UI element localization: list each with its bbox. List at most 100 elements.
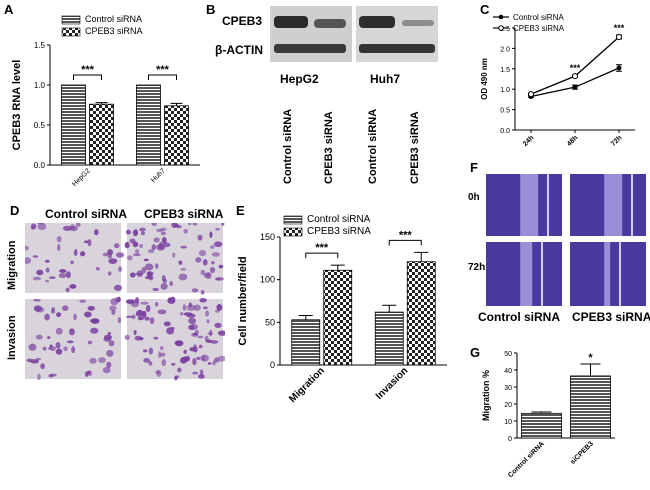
x-tick-label: 24h: [522, 134, 535, 147]
data-point: [572, 73, 578, 80]
stained-cell: [202, 306, 208, 310]
stained-cell: [154, 302, 159, 307]
stained-cell: [179, 312, 184, 316]
lane-label: Control siRNA: [282, 108, 294, 184]
legend-label: Control siRNA: [307, 214, 371, 225]
stained-cell: [214, 227, 221, 231]
panel-letter-e: E: [236, 203, 245, 218]
stained-cell: [80, 251, 86, 257]
y-tick-label: 0.0: [500, 128, 510, 135]
y-tick-label: 30: [504, 385, 512, 392]
stained-cell: [218, 264, 224, 269]
stained-cell: [118, 266, 123, 273]
stained-cell: [193, 304, 201, 311]
stained-cell: [36, 269, 44, 276]
y-tick-label: 50: [504, 351, 512, 358]
stained-cell: [69, 284, 77, 289]
transwell-row-label: Invasion: [6, 315, 18, 360]
stained-cell: [129, 238, 136, 244]
stained-cell: [114, 297, 121, 303]
y-tick-label: 2.5: [500, 26, 510, 33]
stained-cell: [84, 311, 92, 318]
blot-band: [359, 16, 395, 28]
stained-cell: [140, 301, 149, 305]
wound-column-label: CPEB3 siRNA: [572, 310, 650, 324]
stained-cell: [196, 356, 201, 360]
stained-cell: [180, 245, 188, 249]
legend-swatch: [283, 227, 303, 237]
significance-marker: *: [588, 352, 593, 364]
bar: [136, 84, 161, 166]
panel-letter-g: G: [470, 345, 481, 360]
panel-letter-b: B: [206, 2, 216, 17]
wound-row-label: 0h: [468, 192, 480, 203]
y-tick-label: 50: [265, 317, 275, 327]
stained-cell: [48, 374, 54, 378]
legend-swatch: [61, 27, 81, 37]
stained-cell: [183, 228, 188, 234]
blot-row-label-cpeb3: CPEB3: [222, 14, 263, 28]
stained-cell: [146, 271, 154, 276]
stained-cell: [87, 238, 92, 247]
stained-cell: [149, 317, 155, 325]
stained-cell: [37, 373, 41, 381]
stained-cell: [63, 346, 68, 352]
stained-cell: [42, 346, 47, 351]
stained-cell: [87, 340, 93, 345]
stained-cell: [94, 229, 99, 236]
stained-cell: [37, 223, 47, 231]
y-axis-label: OD 490 nm: [480, 58, 489, 100]
stained-cell: [186, 304, 196, 312]
data-point: [616, 33, 622, 40]
blot-band: [402, 20, 434, 26]
stained-cell: [207, 362, 212, 365]
stained-cell: [33, 298, 41, 302]
stained-cell: [182, 356, 190, 362]
data-point: [528, 91, 534, 98]
stained-cell: [157, 309, 167, 315]
stained-cell: [141, 266, 147, 274]
bar: [374, 311, 404, 366]
stained-cell: [30, 225, 36, 230]
stained-cell: [151, 223, 158, 227]
wound-gap: [604, 174, 623, 236]
significance-marker: ***: [315, 242, 329, 254]
legend-label: CPEB3 siRNA: [513, 24, 565, 33]
stained-cell: [160, 283, 168, 290]
stained-cell: [73, 313, 77, 321]
x-category-label: Invasion: [374, 365, 410, 401]
blot-band: [359, 44, 435, 53]
stained-cell: [35, 334, 43, 340]
stained-cell: [174, 375, 180, 379]
legend-label: Control siRNA: [85, 14, 142, 24]
y-tick-label: 0: [508, 436, 512, 443]
stained-cell: [160, 231, 166, 236]
x-category-label: Huh7: [150, 167, 167, 184]
stained-cell: [37, 223, 45, 225]
stained-cell: [174, 340, 184, 347]
stained-cell: [188, 317, 197, 325]
stained-cell: [25, 257, 32, 264]
wound-column-label: Control siRNA: [478, 310, 560, 324]
chart-g: 0 10 20 30 40 50 Migration % Control siRNA * siCP…: [481, 351, 615, 479]
stained-cell: [134, 249, 140, 254]
stained-cell: [103, 334, 112, 340]
stained-cell: [48, 276, 56, 280]
legend-label: Control siRNA: [513, 13, 564, 22]
blot-band: [274, 16, 308, 28]
stained-cell: [117, 317, 122, 324]
panel-letter-f: F: [470, 160, 478, 175]
stained-cell: [83, 240, 89, 244]
transwell-column-label: Control siRNA: [45, 207, 127, 221]
stained-cell: [130, 300, 140, 308]
bar: [323, 269, 353, 366]
stained-cell: [26, 358, 33, 363]
stained-cell: [192, 357, 197, 366]
blot-band: [274, 44, 346, 53]
stained-cell: [148, 249, 155, 254]
stained-cell: [139, 244, 143, 249]
stained-cell: [211, 252, 220, 257]
legend-label: CPEB3 siRNA: [307, 226, 371, 237]
stained-cell: [158, 351, 162, 359]
stained-cell: [160, 346, 164, 351]
